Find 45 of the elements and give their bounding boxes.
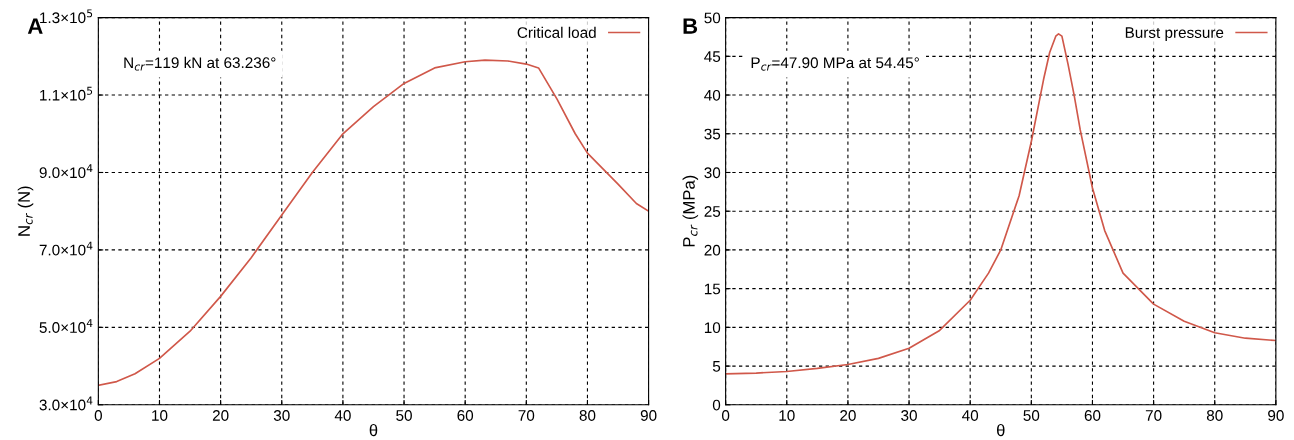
x-tick-label: 80 [579, 410, 596, 421]
x-axis-title: θ [369, 423, 378, 437]
x-tick-label: 50 [396, 410, 412, 421]
x-tick-label: 90 [640, 410, 657, 421]
y-tick-label: 5 [712, 361, 721, 372]
x-tick-label: 60 [457, 410, 474, 421]
y-tick-label: 40 [704, 89, 721, 101]
y-tick-label: 0 [712, 399, 721, 411]
x-tick-label: 30 [901, 410, 917, 421]
x-tick-label: 0 [94, 410, 102, 421]
x-tick-label: 30 [273, 410, 290, 421]
y-axis-title: P$_{cr}$ (MPa) [682, 175, 699, 247]
y-tick-label: 35 [704, 128, 721, 140]
x-axis-title: θ [996, 423, 1005, 437]
y-axis-title: N$_{cr}$ (N) [17, 186, 34, 236]
x-tick-label: 70 [518, 410, 535, 421]
y-tick-label: 30 [704, 167, 721, 179]
annotation: P$_{cr}$=47.90 MPa at 54.45° [751, 57, 919, 71]
y-tick-label: 9.0×10$^{4}$ [39, 164, 93, 179]
x-tick-label: 20 [212, 410, 229, 421]
y-tick-label: 50 [704, 12, 721, 24]
y-tick-label: 7.0×10$^{4}$ [39, 241, 93, 256]
x-tick-label: 20 [840, 410, 856, 421]
x-tick-label: 0 [721, 410, 730, 421]
y-tick-label: 5.0×10$^{4}$ [39, 319, 93, 333]
y-tick-label: 45 [704, 51, 721, 63]
x-tick-label: 40 [334, 410, 351, 421]
x-tick-label: 90 [1268, 410, 1284, 421]
y-tick-label: 3.0×10$^{4}$ [39, 396, 93, 411]
y-tick-label: 25 [704, 206, 721, 217]
x-tick-label: 60 [1084, 410, 1101, 421]
y-tick-label: 1.1×10$^{5}$ [40, 86, 93, 101]
x-tick-label: 70 [1145, 410, 1162, 421]
annotation: N$_{cr}$=119 kN at 63.236° [124, 56, 276, 71]
legend-label: Burst pressure [1125, 27, 1224, 42]
legend-label: Critical load [517, 26, 596, 38]
x-tick-label: 80 [1206, 410, 1223, 421]
y-tick-label: 10 [704, 322, 721, 334]
x-tick-label: 40 [962, 410, 979, 421]
x-tick-label: 10 [152, 410, 168, 421]
x-tick-label: 10 [779, 410, 795, 421]
x-tick-label: 50 [1023, 410, 1040, 421]
chart-title: B [683, 18, 698, 34]
y-tick-label: 20 [704, 244, 721, 256]
y-tick-label: 15 [704, 283, 721, 295]
